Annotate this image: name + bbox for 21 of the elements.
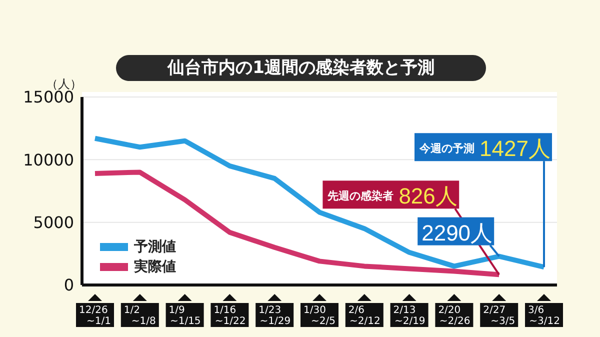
annotation: 先週の感染者 826人 (326, 184, 458, 209)
legend-label: 予測値 (134, 238, 176, 256)
y-axis-title: （人） (46, 76, 82, 91)
x-tick-label: 1/23 ~1/29 (258, 305, 291, 327)
chart-title: 仙台市内の1週間の感染者数と予測 (116, 55, 486, 81)
x-tick-label: 1/2 ~1/8 (124, 305, 156, 327)
x-tick-label: 3/6 ~3/12 (528, 305, 560, 327)
x-tick-label: 2/20 ~2/26 (438, 305, 470, 327)
x-tick-label: 1/9 ~1/15 (168, 305, 201, 327)
y-tick-label: 10000 (23, 150, 74, 170)
y-tick-label: 0 (64, 276, 74, 295)
legend-label: 実際値 (134, 258, 176, 276)
x-tick-label: 1/16 ~1/22 (214, 305, 246, 327)
x-tick-label: 1/30 ~2/5 (304, 305, 336, 327)
y-tick-label: 5000 (33, 213, 74, 232)
annotation: 2290人 (422, 220, 493, 246)
x-tick-label: 2/6 ~2/12 (348, 305, 380, 327)
x-tick-label: 12/26 ~1/1 (79, 305, 111, 327)
x-tick-label: 2/13 ~2/19 (393, 305, 426, 327)
annotation: 今週の予測 1427人 (418, 136, 550, 162)
x-tick-label: 2/27 ~3/5 (483, 305, 516, 327)
